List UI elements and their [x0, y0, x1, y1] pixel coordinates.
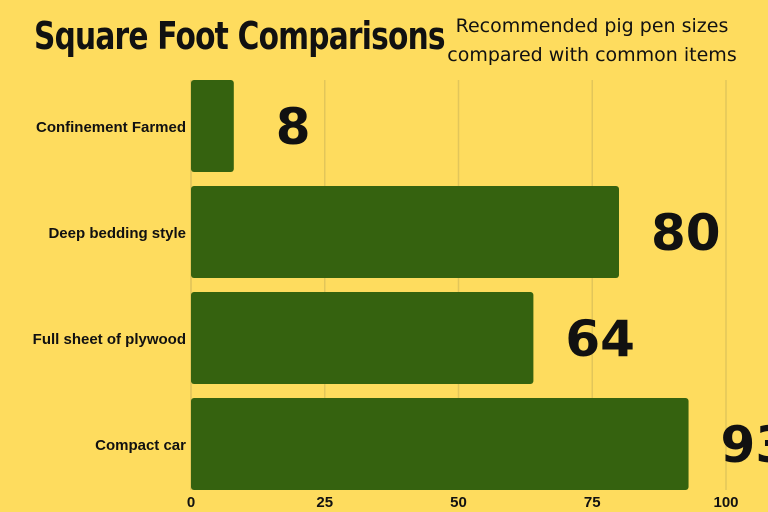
bar [191, 398, 689, 490]
data-label: 80 [651, 204, 721, 262]
x-tick-label: 25 [316, 494, 333, 511]
x-tick-label: 100 [713, 494, 738, 511]
data-label: 64 [565, 310, 635, 368]
category-label: Compact car [95, 437, 186, 454]
bar [191, 80, 234, 172]
category-label: Deep bedding style [48, 225, 186, 242]
chart-subtitle: Recommended pig pen sizes compared with … [447, 15, 737, 66]
x-tick-label: 75 [584, 494, 601, 511]
category-label: Full sheet of plywood [33, 331, 186, 348]
x-tick-label: 50 [450, 494, 467, 511]
data-label: 8 [276, 98, 311, 156]
category-label: Confinement Farmed [36, 119, 186, 136]
chart-title: Square Foot Comparisons [34, 14, 446, 58]
bar [191, 292, 534, 384]
bar [191, 186, 619, 278]
x-tick-label: 0 [187, 494, 195, 511]
data-label: 93 [721, 416, 768, 474]
